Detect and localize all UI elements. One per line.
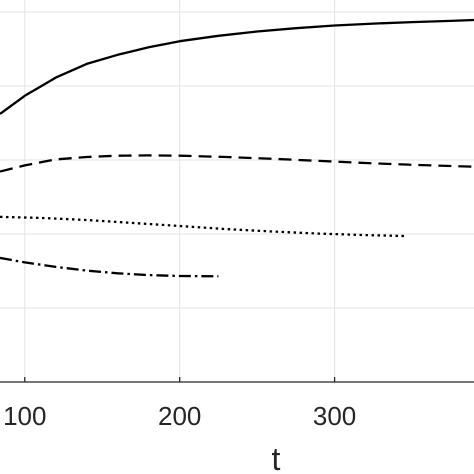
horizontal-gridlines: [0, 11, 474, 309]
series-line-3-dotted: [0, 215, 405, 238]
x-tick-label-100: 100: [3, 401, 46, 431]
series-group: [0, 18, 474, 278]
x-tick-label-300: 300: [313, 401, 356, 431]
x-axis-label: t: [272, 441, 281, 474]
x-tick-label-200: 200: [158, 401, 201, 431]
vertical-gridlines: [24, 0, 336, 382]
series-line-4-dashdot: [0, 256, 219, 278]
series-line-2-dashed: [0, 154, 474, 173]
series-line-1-solid: [0, 18, 474, 115]
plot-area: [0, 0, 474, 382]
x-axis-ticks: 100 200 300: [3, 377, 356, 431]
